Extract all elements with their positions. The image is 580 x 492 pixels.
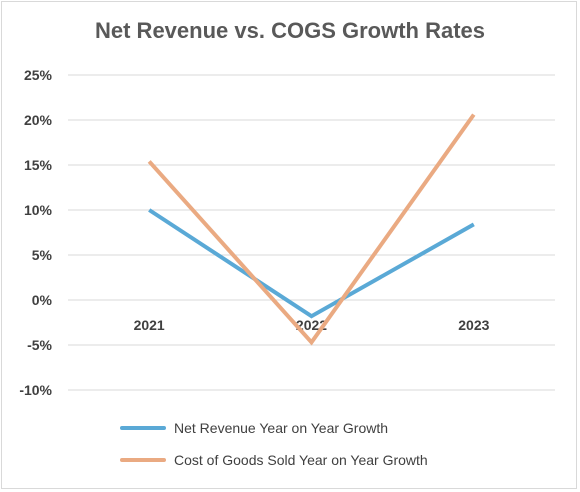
y-tick-label: -5% [27,337,52,353]
legend-label-net-revenue: Net Revenue Year on Year Growth [174,420,389,436]
y-tick-label: 0% [32,292,53,308]
x-tick-label: 2023 [458,317,489,333]
y-tick-label: 5% [32,247,53,263]
y-tick-label: -10% [19,382,52,398]
chart-title: Net Revenue vs. COGS Growth Rates [95,18,485,43]
y-tick-label: 25% [24,67,53,83]
legend-label-cogs: Cost of Goods Sold Year on Year Growth [174,452,428,468]
series-line-1 [147,113,476,346]
y-tick-label: 20% [24,112,53,128]
x-tick-label: 2021 [134,317,165,333]
series-line-0 [148,208,475,319]
y-axis-ticks: 25% 20% 15% 10% 5% 0% -5% -10% [19,67,52,398]
series-lines [147,113,476,346]
x-axis-ticks: 2021 2022 2023 [134,317,490,333]
legend-swatch-net-revenue [120,426,166,430]
y-tick-label: 15% [24,157,53,173]
legend-swatch-cogs [120,458,166,462]
y-tick-label: 10% [24,202,53,218]
legend-item-cogs: Cost of Goods Sold Year on Year Growth [120,452,428,468]
legend-item-net-revenue: Net Revenue Year on Year Growth [120,420,388,436]
